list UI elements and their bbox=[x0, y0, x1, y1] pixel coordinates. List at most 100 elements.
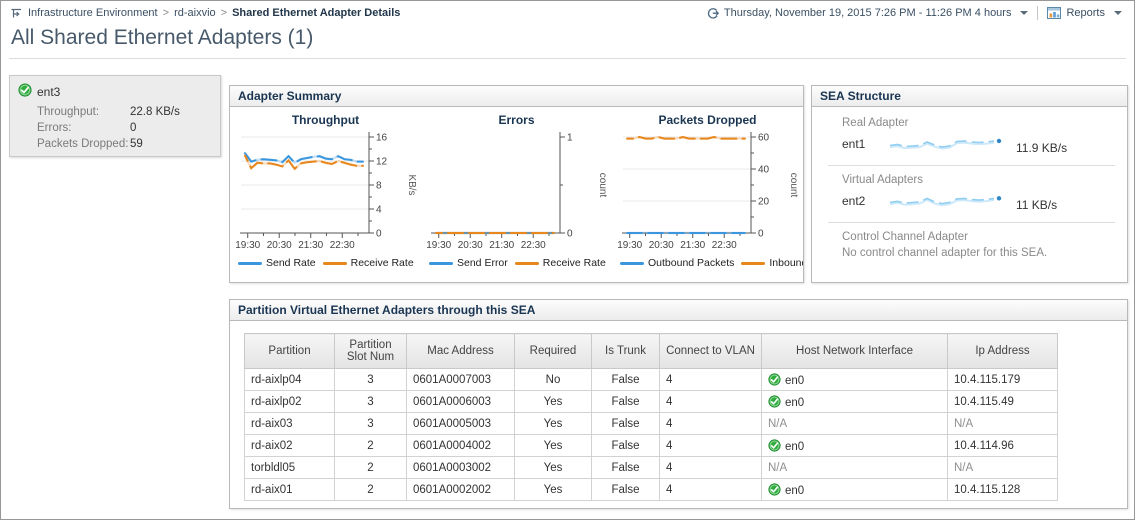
column-header-mac[interactable]: Mac Address bbox=[406, 333, 515, 369]
svg-text:0: 0 bbox=[758, 229, 764, 240]
legend-swatch bbox=[238, 261, 262, 265]
svg-text:19:30: 19:30 bbox=[426, 240, 451, 251]
legend-item: Receive Rate bbox=[322, 257, 414, 269]
table-row[interactable]: rd-aix02 2 0601A0004002 Yes False 4 en0 10.4.11… bbox=[244, 434, 1058, 457]
adapter-row[interactable]: ent1 11.9 KB/s bbox=[842, 133, 1115, 155]
table-cell: 0601A0005003 bbox=[406, 412, 515, 435]
svg-text:8: 8 bbox=[376, 181, 382, 192]
table-row[interactable]: torbldl05 2 0601A0003002 Yes False 4 N/A N/A bbox=[244, 456, 1058, 479]
divider bbox=[1037, 6, 1039, 20]
adapter-card-header: ent3 bbox=[18, 83, 212, 100]
chart-throughput: Throughput 0 4 8 12 16 19:30 20:30 21:30 22:30 KB… bbox=[230, 107, 421, 269]
table-cell: rd-aix01 bbox=[244, 478, 335, 501]
sea-section-control-channel: Control Channel Adapter No control chann… bbox=[828, 223, 1115, 269]
host-interface-label: en0 bbox=[785, 396, 805, 409]
table-row[interactable]: rd-aix01 2 0601A0002002 Yes False 4 en0 10.4.11… bbox=[244, 478, 1058, 501]
chart-legend: Send Rate Receive Rate bbox=[230, 257, 421, 269]
table-cell: Yes bbox=[514, 390, 592, 413]
svg-text:count: count bbox=[788, 173, 799, 198]
reports-icon bbox=[1047, 7, 1062, 19]
legend-item: Receive Rate bbox=[514, 257, 606, 269]
breadcrumb-item-host[interactable]: rd-aixvio bbox=[174, 7, 216, 19]
reports-menu[interactable]: Reports bbox=[1047, 7, 1122, 19]
svg-text:20: 20 bbox=[758, 197, 770, 208]
throughput-chart[interactable]: 0 4 8 12 16 19:30 20:30 21:30 22:30 KB/s bbox=[233, 127, 419, 261]
column-header-required[interactable]: Required bbox=[514, 333, 592, 369]
time-range-selector[interactable]: Thursday, November 19, 2015 7:26 PM - 11… bbox=[706, 7, 1029, 20]
table-cell: rd-aixlp02 bbox=[244, 390, 335, 413]
chart-legend: Send Error Receive Rate bbox=[421, 257, 612, 269]
column-header-ip[interactable]: Ip Address bbox=[947, 333, 1058, 369]
adapter-throughput-value: 11 KB/s bbox=[1016, 198, 1058, 212]
section-label: Virtual Adapters bbox=[842, 174, 923, 186]
svg-text:0: 0 bbox=[376, 229, 382, 240]
adapter-throughput-value: 11.9 KB/s bbox=[1016, 141, 1068, 155]
adapter-summary-panel: Adapter Summary Throughput 0 4 8 12 16 19:30 2… bbox=[229, 85, 804, 283]
adapter-card-row: Packets Dropped: 59 bbox=[18, 136, 212, 152]
adapter-row[interactable]: ent2 11 KB/s bbox=[842, 190, 1115, 212]
table-cell: No bbox=[514, 368, 592, 391]
packets-dropped-chart[interactable]: 0 20 40 60 19:30 20:30 21:30 22:30 count bbox=[615, 127, 801, 261]
breadcrumb-separator: > bbox=[220, 7, 228, 19]
panel-title: Partition Virtual Ethernet Adapters thro… bbox=[230, 300, 1127, 321]
sea-structure-panel: SEA Structure Real Adapter ent1 11.9 KB/… bbox=[811, 85, 1128, 283]
legend-item: Send Error bbox=[429, 257, 508, 269]
table-row[interactable]: rd-aixlp02 3 0601A0006003 Yes False 4 en0 10.4.… bbox=[244, 390, 1058, 413]
column-header-vlan[interactable]: Connect to VLAN bbox=[659, 333, 762, 369]
legend-item: Send Rate bbox=[238, 257, 316, 269]
sea-section-virtual-adapters: Virtual Adapters ent2 11 KB/s bbox=[828, 166, 1115, 223]
top-bar-controls: Thursday, November 19, 2015 7:26 PM - 11… bbox=[706, 6, 1122, 20]
table-cell: 10.4.115.179 bbox=[947, 368, 1058, 391]
adapter-card-ent3[interactable]: ent3 Throughput: 22.8 KB/s Errors: 0 Pac… bbox=[9, 75, 221, 157]
table-cell: rd-aix02 bbox=[244, 434, 335, 457]
reports-label: Reports bbox=[1066, 7, 1105, 19]
table-cell: 0601A0006003 bbox=[406, 390, 515, 413]
metric-label: Packets Dropped: bbox=[37, 138, 129, 150]
legend-swatch bbox=[514, 261, 539, 265]
svg-text:22:30: 22:30 bbox=[711, 240, 736, 251]
panel-title: Adapter Summary bbox=[230, 86, 803, 107]
adapter-card-row: Errors: 0 bbox=[18, 120, 212, 136]
table-cell: 0601A0003002 bbox=[406, 456, 515, 479]
table-cell: Yes bbox=[514, 434, 592, 457]
legend-swatch bbox=[429, 261, 453, 265]
svg-text:21:30: 21:30 bbox=[680, 240, 705, 251]
table-cell: 0601A0002002 bbox=[406, 478, 515, 501]
table-row[interactable]: rd-aixlp04 3 0601A0007003 No False 4 en0 10.4.1… bbox=[244, 368, 1058, 391]
legend-item: Inbound Packets bbox=[741, 257, 803, 269]
table-cell: 10.4.115.49 bbox=[947, 390, 1058, 413]
table-cell: 4 bbox=[659, 390, 762, 413]
adapter-name: ent1 bbox=[842, 137, 866, 151]
table-cell: 4 bbox=[659, 434, 762, 457]
time-range-icon bbox=[707, 7, 719, 19]
table-row[interactable]: rd-aix03 3 0601A0005003 Yes False 4 N/A N/A bbox=[244, 412, 1058, 435]
adapter-card-row: Throughput: 22.8 KB/s bbox=[18, 104, 212, 120]
table-cell: False bbox=[591, 412, 660, 435]
host-interface-cell: en0 bbox=[761, 368, 948, 391]
time-range-label: Thursday, November 19, 2015 7:26 PM - 11… bbox=[723, 7, 1012, 19]
table-cell: False bbox=[591, 390, 660, 413]
control-channel-message: No control channel adapter for this SEA. bbox=[842, 247, 1048, 259]
column-header-host[interactable]: Host Network Interface bbox=[761, 333, 948, 369]
check-icon bbox=[768, 394, 781, 408]
column-header-slot[interactable]: Partition Slot Num bbox=[334, 333, 407, 369]
legend-label: Receive Rate bbox=[542, 257, 606, 269]
top-bar: Infrastructure Environment > rd-aixvio >… bbox=[10, 6, 1122, 20]
column-header-trunk[interactable]: Is Trunk bbox=[591, 333, 660, 369]
legend-swatch bbox=[322, 261, 347, 265]
table-cell: 0601A0007003 bbox=[406, 368, 515, 391]
table-cell: N/A bbox=[947, 412, 1058, 435]
table-cell: rd-aixlp04 bbox=[244, 368, 335, 391]
svg-text:19:30: 19:30 bbox=[617, 240, 642, 251]
column-header-partition[interactable]: Partition bbox=[244, 333, 335, 369]
errors-chart[interactable]: 0 1 19:30 20:30 21:30 22:30 count bbox=[424, 127, 610, 261]
host-interface-cell: en0 bbox=[761, 390, 948, 413]
host-interface-label: en0 bbox=[785, 374, 805, 387]
check-icon bbox=[768, 372, 781, 386]
table-cell: 3 bbox=[334, 412, 407, 435]
breadcrumb-item-infrastructure[interactable]: Infrastructure Environment bbox=[28, 7, 158, 19]
metric-value: 22.8 KB/s bbox=[130, 106, 180, 118]
chart-legend: Outbound Packets Inbound Packets bbox=[612, 257, 803, 269]
svg-text:20:30: 20:30 bbox=[457, 240, 482, 251]
